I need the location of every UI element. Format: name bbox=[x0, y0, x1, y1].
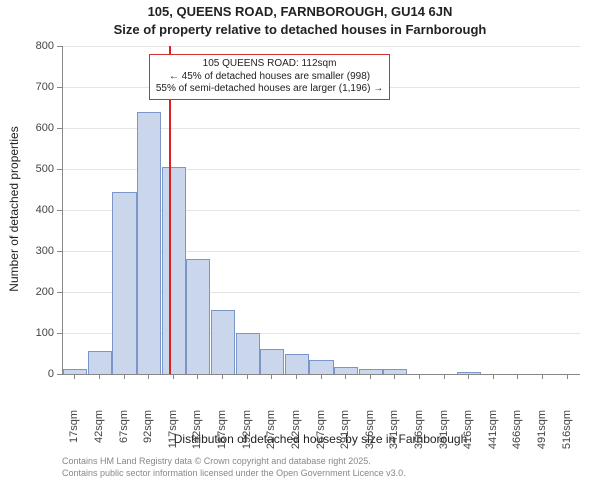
y-tick bbox=[57, 333, 62, 334]
x-tick-label: 67sqm bbox=[118, 410, 130, 462]
y-tick-label: 0 bbox=[0, 368, 54, 380]
y-tick bbox=[57, 210, 62, 211]
x-tick bbox=[222, 374, 223, 379]
y-tick-label: 500 bbox=[0, 163, 54, 175]
annotation-line: ← 45% of detached houses are smaller (99… bbox=[156, 71, 383, 84]
x-tick bbox=[124, 374, 125, 379]
histogram-bar bbox=[63, 369, 87, 374]
y-tick-label: 200 bbox=[0, 286, 54, 298]
x-tick-label: 17sqm bbox=[68, 410, 80, 462]
chart-title-line1: 105, QUEENS ROAD, FARNBOROUGH, GU14 6JN bbox=[0, 4, 600, 19]
x-tick bbox=[99, 374, 100, 379]
x-tick-label: 441sqm bbox=[487, 410, 499, 462]
histogram-bar bbox=[383, 369, 407, 374]
histogram-bar bbox=[309, 360, 333, 374]
y-tick bbox=[57, 374, 62, 375]
y-tick-label: 400 bbox=[0, 204, 54, 216]
x-tick-label: 167sqm bbox=[216, 410, 228, 462]
x-tick-label: 42sqm bbox=[93, 410, 105, 462]
y-tick-label: 100 bbox=[0, 327, 54, 339]
x-tick bbox=[419, 374, 420, 379]
histogram-bar bbox=[457, 372, 481, 374]
x-tick-label: 217sqm bbox=[265, 410, 277, 462]
histogram-bar bbox=[236, 333, 260, 374]
histogram-bar bbox=[359, 369, 383, 374]
annotation-box: 105 QUEENS ROAD: 112sqm← 45% of detached… bbox=[149, 54, 390, 100]
x-tick-label: 391sqm bbox=[438, 410, 450, 462]
x-tick bbox=[493, 374, 494, 379]
y-tick bbox=[57, 128, 62, 129]
x-tick-label: 491sqm bbox=[536, 410, 548, 462]
x-tick-label: 117sqm bbox=[167, 410, 179, 462]
x-tick-label: 192sqm bbox=[241, 410, 253, 462]
footer-line-2: Contains public sector information licen… bbox=[62, 468, 406, 480]
histogram-bar bbox=[137, 112, 161, 374]
x-tick-label: 516sqm bbox=[561, 410, 573, 462]
y-tick-label: 300 bbox=[0, 245, 54, 257]
x-tick bbox=[345, 374, 346, 379]
x-tick bbox=[74, 374, 75, 379]
histogram-bar bbox=[211, 310, 235, 374]
chart-title-line2: Size of property relative to detached ho… bbox=[0, 22, 600, 37]
y-tick bbox=[57, 251, 62, 252]
x-tick-label: 267sqm bbox=[315, 410, 327, 462]
histogram-bar bbox=[162, 167, 186, 374]
x-tick bbox=[197, 374, 198, 379]
histogram-bar bbox=[260, 349, 284, 374]
x-tick bbox=[247, 374, 248, 379]
histogram-bar bbox=[112, 192, 136, 374]
x-tick-label: 416sqm bbox=[462, 410, 474, 462]
y-tick bbox=[57, 87, 62, 88]
annotation-line: 105 QUEENS ROAD: 112sqm bbox=[156, 58, 383, 71]
x-tick bbox=[271, 374, 272, 379]
gridline bbox=[63, 46, 580, 47]
y-tick bbox=[57, 169, 62, 170]
x-tick-label: 316sqm bbox=[364, 410, 376, 462]
x-tick bbox=[148, 374, 149, 379]
footer-note: Contains HM Land Registry data © Crown c… bbox=[62, 456, 406, 479]
x-tick bbox=[370, 374, 371, 379]
histogram-bar bbox=[334, 367, 358, 374]
x-tick bbox=[321, 374, 322, 379]
footer-line-1: Contains HM Land Registry data © Crown c… bbox=[62, 456, 406, 468]
histogram-bar bbox=[186, 259, 210, 374]
x-tick-label: 92sqm bbox=[142, 410, 154, 462]
x-tick bbox=[567, 374, 568, 379]
x-tick bbox=[468, 374, 469, 379]
x-tick bbox=[173, 374, 174, 379]
x-tick bbox=[296, 374, 297, 379]
y-tick bbox=[57, 292, 62, 293]
x-tick-label: 142sqm bbox=[191, 410, 203, 462]
x-tick-label: 341sqm bbox=[388, 410, 400, 462]
x-tick-label: 466sqm bbox=[511, 410, 523, 462]
chart-container: 105, QUEENS ROAD, FARNBOROUGH, GU14 6JN … bbox=[0, 0, 600, 500]
x-tick-label: 291sqm bbox=[339, 410, 351, 462]
histogram-bar bbox=[88, 351, 112, 374]
x-tick bbox=[517, 374, 518, 379]
y-tick bbox=[57, 46, 62, 47]
x-tick bbox=[542, 374, 543, 379]
x-tick bbox=[394, 374, 395, 379]
histogram-bar bbox=[285, 354, 309, 375]
y-tick-label: 700 bbox=[0, 81, 54, 93]
x-tick-label: 366sqm bbox=[413, 410, 425, 462]
x-tick bbox=[444, 374, 445, 379]
plot-area: 105 QUEENS ROAD: 112sqm← 45% of detached… bbox=[62, 46, 580, 375]
annotation-line: 55% of semi-detached houses are larger (… bbox=[156, 83, 383, 96]
y-tick-label: 800 bbox=[0, 40, 54, 52]
y-tick-label: 600 bbox=[0, 122, 54, 134]
x-tick-label: 242sqm bbox=[290, 410, 302, 462]
